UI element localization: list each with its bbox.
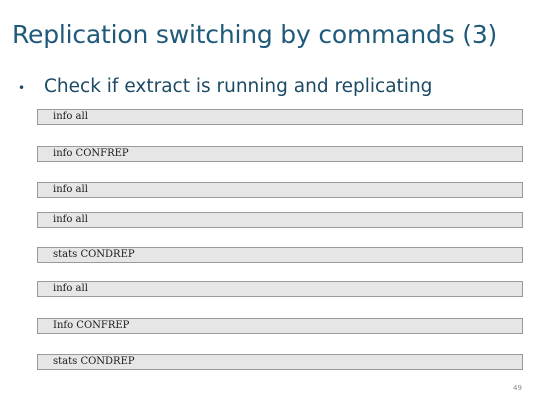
page-number: 49 <box>513 384 522 392</box>
command-box-6: info all <box>37 281 523 297</box>
command-box-4: info all <box>37 212 523 228</box>
command-box-1: info all <box>37 109 523 125</box>
command-box-8: stats CONDREP <box>37 354 523 370</box>
bullet-item: • Check if extract is running and replic… <box>18 76 432 97</box>
command-box-5: stats CONDREP <box>37 247 523 263</box>
bullet-dot-icon: • <box>18 81 26 95</box>
command-box-7: Info CONFREP <box>37 318 523 334</box>
command-box-3: info all <box>37 182 523 198</box>
slide-title: Replication switching by commands (3) <box>12 20 498 49</box>
command-box-2: info CONFREP <box>37 146 523 162</box>
bullet-text: Check if extract is running and replicat… <box>44 76 433 97</box>
